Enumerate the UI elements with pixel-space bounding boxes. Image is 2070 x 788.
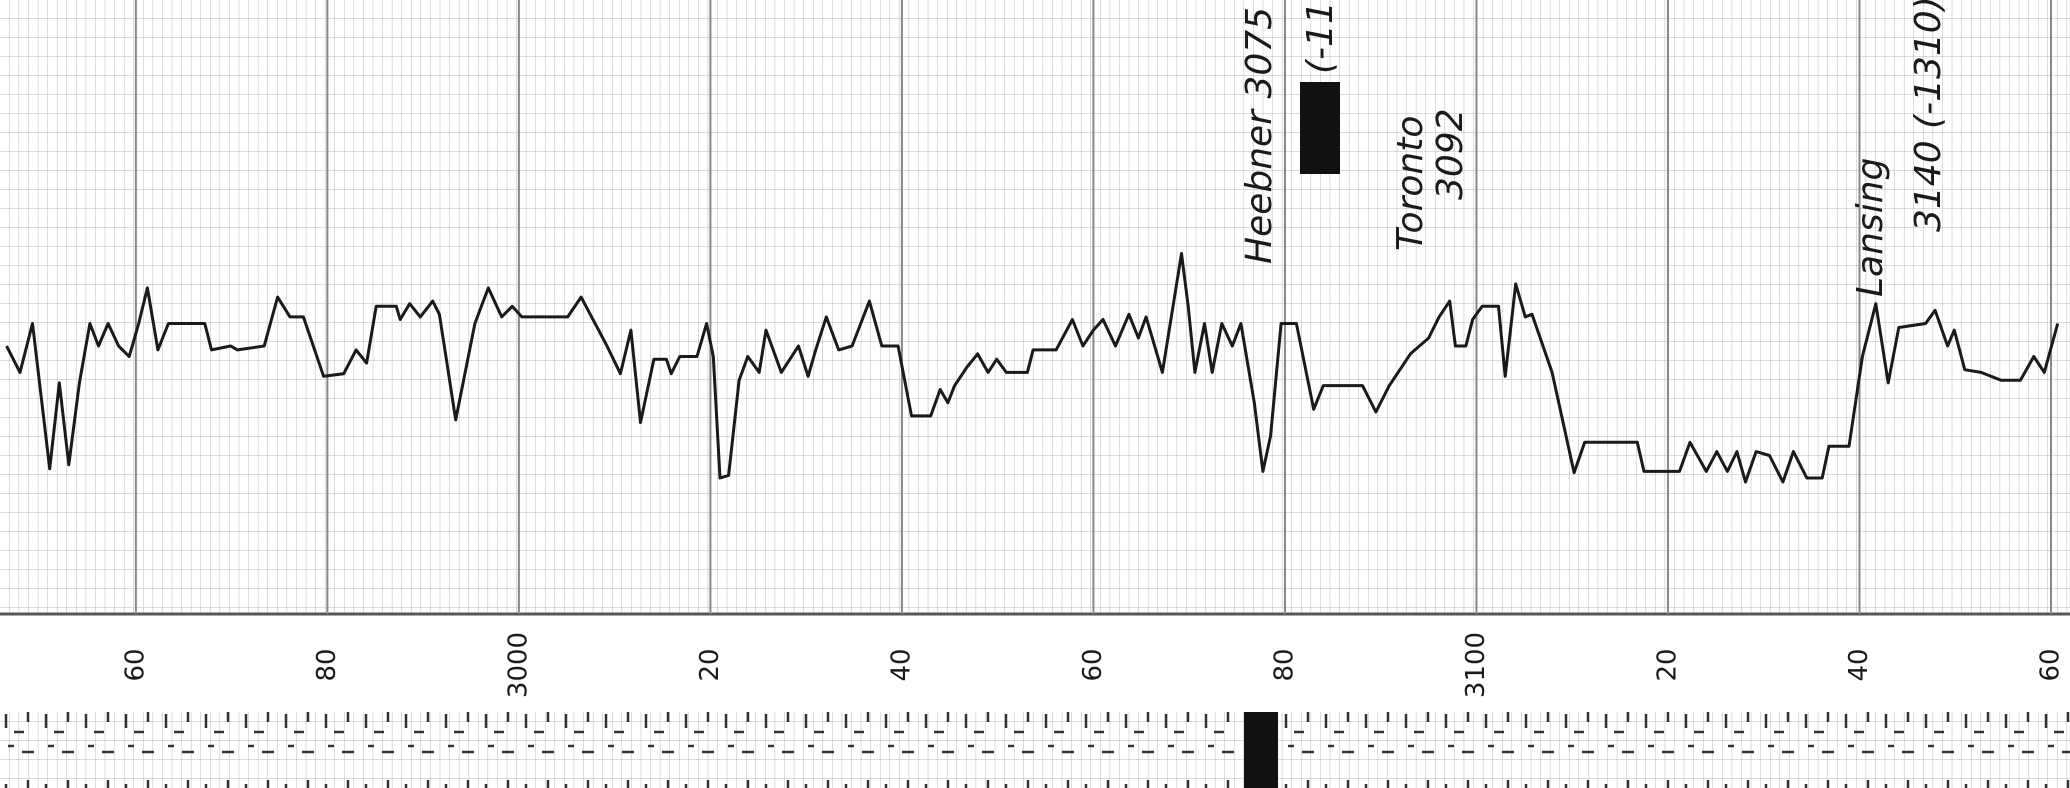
x-tick-label: 60	[2036, 648, 2066, 681]
curve	[5, 252, 2060, 484]
drill-time-line	[5, 252, 2060, 484]
x-tick-label: 3100	[1461, 632, 1491, 698]
grid	[134, 0, 2053, 614]
x-ticks: 60 80 3000 20 40 60 80 3100 20 40 60	[120, 632, 2065, 698]
annotation: 3092	[1430, 108, 1471, 200]
marker-block	[1300, 82, 1340, 174]
x-tick-label: 20	[1652, 648, 1682, 681]
x-tick-label: 40	[1844, 648, 1874, 681]
annotation: Heebner 3075	[1239, 7, 1280, 264]
annotation: (-11	[1300, 1, 1341, 74]
annotation: Toronto	[1390, 116, 1431, 251]
graph-paper	[0, 0, 2070, 614]
lower-strip-marks	[0, 712, 2070, 788]
x-tick-label: 80	[1269, 648, 1299, 681]
annotation: Lansing	[1850, 158, 1891, 297]
x-tick-label: 60	[120, 648, 150, 681]
annotations: Heebner 3075 (-11 Toronto 3092 Lansing 3140 (…	[1239, 0, 1949, 297]
x-tick-label: 40	[886, 648, 916, 681]
core-marker	[1244, 712, 1278, 788]
x-tick-label: 60	[1078, 648, 1108, 681]
annotation: 3140 (-1310)	[1908, 0, 1949, 232]
x-tick-label: 80	[312, 648, 342, 681]
x-tick-label: 20	[695, 648, 725, 681]
x-tick-label: 3000	[503, 632, 533, 698]
